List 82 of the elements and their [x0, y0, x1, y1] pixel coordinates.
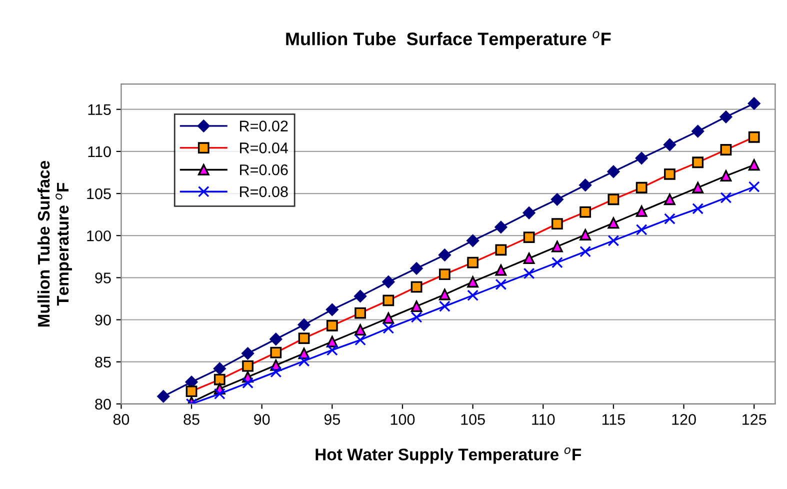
point	[157, 390, 170, 403]
x-tick-label: 90	[254, 414, 270, 425]
x-tick-label: 120	[672, 414, 696, 425]
point	[354, 324, 366, 336]
point	[580, 246, 592, 258]
legend-label: R=0.02	[240, 120, 288, 132]
point	[213, 362, 226, 375]
point	[523, 268, 535, 280]
point	[438, 288, 450, 300]
y-axis-title: Mullion Tube Surface Temperature $^{o}$F	[37, 160, 72, 327]
point	[382, 312, 394, 324]
point	[522, 206, 536, 220]
point	[748, 159, 760, 171]
point	[354, 290, 367, 302]
point	[466, 234, 480, 247]
y-tick-label: 85	[95, 356, 111, 368]
point	[270, 332, 282, 346]
point	[720, 110, 732, 124]
point	[664, 194, 676, 206]
y-tick-label: 95	[95, 272, 111, 284]
point	[214, 388, 226, 400]
point	[720, 192, 732, 204]
point	[438, 300, 450, 312]
point	[410, 262, 423, 275]
point	[326, 344, 338, 356]
point	[298, 355, 310, 367]
legend-label: R=0.04	[240, 142, 288, 154]
x-axis-title: Hot Water Supply Temperature $^{o}$F	[316, 447, 582, 464]
point	[663, 138, 676, 151]
point	[467, 290, 479, 302]
point	[636, 224, 648, 236]
point	[550, 193, 564, 206]
x-tick-label: 80	[113, 414, 130, 425]
point	[523, 252, 535, 264]
y-tick-label: 100	[87, 230, 111, 242]
point	[495, 264, 507, 276]
point	[580, 229, 592, 240]
x-tick-label: 125	[742, 414, 766, 425]
point	[382, 322, 394, 334]
point	[720, 170, 732, 182]
point	[607, 165, 620, 178]
point	[608, 217, 620, 229]
x-tick-label: 110	[532, 414, 555, 425]
point	[410, 312, 422, 323]
x-tick-label: 85	[184, 414, 200, 425]
point	[326, 336, 338, 348]
point	[326, 303, 338, 316]
point	[552, 256, 563, 268]
point	[664, 213, 676, 224]
y-tick-label: 115	[88, 104, 111, 116]
y-tick-label: 105	[87, 188, 111, 200]
x-tick-label: 95	[324, 414, 340, 425]
point	[552, 240, 563, 252]
point	[608, 234, 620, 246]
x-tick-label: 105	[461, 414, 485, 425]
point	[494, 220, 508, 234]
point	[467, 276, 479, 288]
point	[438, 248, 451, 262]
point	[382, 276, 395, 288]
y-tick-label: 110	[88, 146, 111, 158]
legend-label: R=0.08	[240, 186, 288, 198]
y-tick-label: 80	[95, 398, 111, 410]
point	[579, 178, 592, 192]
point	[495, 278, 507, 290]
point	[354, 334, 366, 346]
point	[692, 182, 704, 194]
legend-label: R=0.06	[240, 164, 288, 176]
point	[692, 125, 704, 138]
chart-title: Mullion Tube Surface Temperature $^{o}$F	[286, 31, 611, 49]
point	[692, 202, 704, 214]
point	[635, 152, 648, 164]
point	[748, 97, 760, 110]
x-tick-label: 115	[602, 414, 625, 425]
point	[242, 347, 254, 360]
y-tick-label: 90	[95, 314, 111, 326]
point	[270, 366, 282, 378]
point	[298, 318, 310, 332]
point	[748, 181, 760, 192]
x-tick-label: 100	[390, 414, 415, 425]
point	[242, 377, 254, 389]
point	[636, 205, 648, 217]
point	[410, 300, 422, 312]
